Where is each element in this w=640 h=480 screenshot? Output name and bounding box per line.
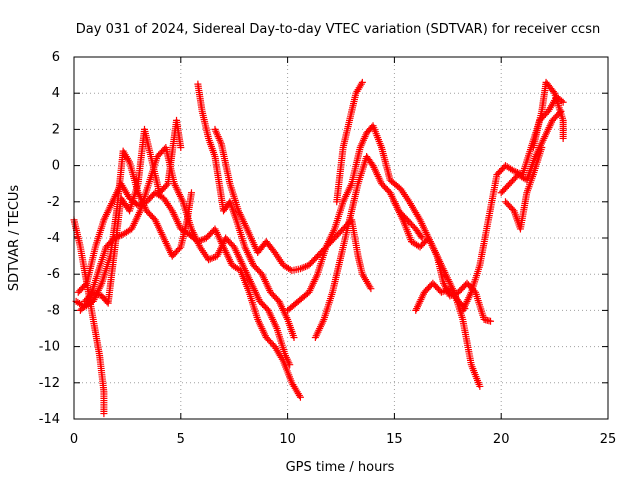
series-sat-h	[284, 122, 484, 390]
data-point-marker	[286, 361, 294, 369]
data-point-marker	[437, 288, 445, 296]
y-tick-label: -8	[47, 303, 60, 318]
data-point-marker	[94, 290, 102, 298]
data-point-marker	[187, 189, 195, 197]
data-point-marker	[558, 97, 566, 105]
data-point-marker	[439, 288, 447, 296]
data-point-marker	[93, 290, 101, 298]
y-tick-label: -6	[47, 267, 60, 282]
y-tick-label: 4	[52, 86, 60, 101]
data-point-marker	[210, 254, 218, 262]
data-point-marker	[538, 144, 546, 151]
data-point-marker	[549, 88, 557, 96]
data-point-marker	[89, 288, 97, 296]
x-tick-label: 0	[70, 432, 78, 447]
data-points	[70, 78, 567, 418]
data-point-marker	[286, 265, 294, 273]
series-sat-i	[311, 153, 426, 342]
data-point-marker	[81, 281, 89, 289]
y-tick-label: -12	[39, 376, 60, 391]
x-tick-label: 15	[386, 432, 403, 447]
data-point-marker	[510, 167, 518, 175]
series-sat-a	[70, 216, 108, 418]
data-point-marker	[487, 317, 495, 325]
y-tick-label: -4	[47, 231, 60, 246]
chart-title: Day 031 of 2024, Sidereal Day-to-day VTE…	[76, 22, 600, 37]
data-point-marker	[476, 382, 484, 390]
series-sat-e	[81, 116, 185, 307]
data-point-marker	[296, 265, 304, 273]
data-point-marker	[206, 255, 214, 263]
data-point-marker	[418, 234, 426, 242]
data-point-marker	[367, 285, 375, 293]
data-point-marker	[559, 134, 567, 142]
x-tick-label: 10	[279, 432, 296, 447]
grid-lines	[74, 57, 608, 419]
data-point-marker	[417, 232, 425, 240]
y-tick-label: -2	[47, 195, 60, 210]
y-tick-label: 6	[52, 50, 60, 65]
data-point-marker	[290, 334, 298, 342]
data-point-marker	[559, 98, 567, 106]
data-point-marker	[177, 144, 185, 151]
x-axis-label: GPS time / hours	[286, 460, 395, 475]
data-point-marker	[100, 410, 108, 418]
series-sat-o	[529, 78, 567, 151]
data-point-marker	[298, 264, 306, 272]
series-sat-j	[333, 78, 366, 206]
x-tick-label: 25	[600, 432, 617, 447]
y-tick-label: -14	[39, 412, 60, 427]
x-tick-label: 5	[177, 432, 185, 447]
data-point-marker	[199, 235, 207, 243]
data-point-marker	[300, 263, 308, 271]
data-point-marker	[205, 256, 213, 264]
data-point-marker	[441, 287, 449, 295]
plot-frame	[73, 56, 609, 420]
y-axis-label: SDTVAR / TECUs	[7, 185, 22, 292]
data-point-marker	[302, 263, 310, 271]
y-tick-label: -10	[39, 340, 60, 355]
data-point-marker	[163, 181, 171, 189]
data-point-marker	[91, 289, 99, 297]
data-point-marker	[208, 254, 216, 262]
data-point-marker	[358, 78, 366, 86]
data-point-marker	[509, 205, 517, 213]
y-tick-label: 0	[52, 159, 60, 174]
data-point-marker	[175, 245, 183, 253]
series-sat-p	[501, 144, 546, 233]
x-tick-label: 20	[493, 432, 510, 447]
series-sat-f	[194, 80, 298, 342]
y-tick-label: 2	[52, 122, 60, 137]
data-point-marker	[296, 393, 304, 401]
